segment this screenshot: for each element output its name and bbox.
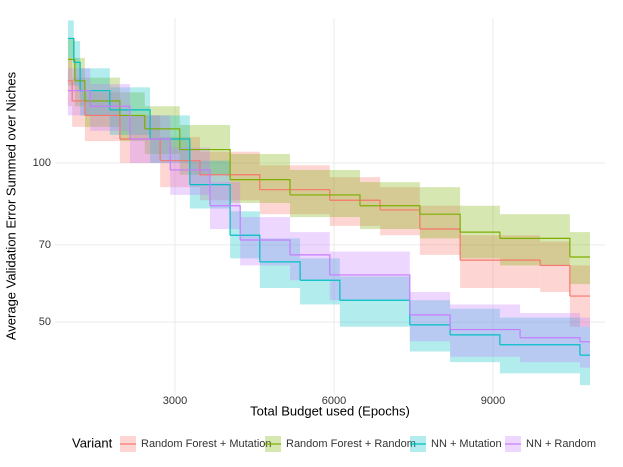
ribbons	[67, 20, 591, 386]
x-tick-label: 3000	[163, 395, 187, 407]
x-tick-label: 6000	[322, 395, 346, 407]
line-step	[540, 264, 571, 297]
line-step	[67, 80, 73, 101]
y-axis-title: Average Validation Error Summed over Nic…	[3, 71, 18, 340]
ribbon-step	[450, 304, 521, 357]
line-step	[199, 174, 261, 190]
line-step	[90, 105, 131, 139]
legend-label: NN + Mutation	[431, 438, 502, 450]
legend: Random Forest + Mutation Random Forest + …	[120, 436, 596, 452]
line-step	[84, 100, 121, 116]
ribbon-step	[579, 326, 591, 386]
line-step	[170, 169, 211, 206]
line-step	[109, 109, 151, 139]
line-step	[329, 199, 381, 210]
line-step	[329, 274, 411, 315]
line-step	[290, 194, 361, 206]
ribbon-step	[290, 169, 360, 218]
ribbon-step	[460, 235, 541, 289]
legend-label: Random Forest + Random	[286, 438, 416, 450]
line-step	[74, 80, 86, 101]
y-tick-label: 100	[33, 157, 51, 169]
line-step	[230, 179, 291, 195]
grid	[55, 18, 605, 395]
ribbon-step	[329, 177, 381, 226]
line-step	[450, 328, 521, 338]
line-step	[240, 239, 291, 255]
y-tick-label: 70	[39, 239, 51, 251]
line-step	[290, 254, 331, 275]
line-step	[144, 128, 181, 150]
lines	[67, 37, 590, 356]
x-axis-title: Total Budget used (Epochs)	[250, 403, 410, 418]
ribbon-step	[329, 251, 410, 301]
line-step	[259, 261, 301, 281]
line-step	[460, 231, 501, 239]
line-step	[73, 61, 81, 91]
line-step	[67, 58, 76, 81]
line-step	[67, 37, 75, 63]
ribbon-step	[119, 92, 145, 142]
line-step	[129, 138, 171, 170]
ribbon-step	[67, 57, 73, 107]
ribbon-step	[73, 41, 81, 86]
ribbon-step	[67, 68, 91, 116]
line-step	[300, 279, 341, 301]
ribbon-step	[240, 217, 291, 266]
ribbon-step	[72, 77, 85, 127]
line-step	[119, 114, 146, 129]
line-step	[499, 344, 581, 356]
y-tick-label: 50	[39, 316, 51, 328]
ribbon-step	[290, 232, 330, 281]
line-step	[450, 334, 501, 345]
ribbon-step	[380, 187, 420, 236]
line-step	[499, 237, 571, 257]
ribbon-step	[569, 232, 591, 285]
line-step	[419, 213, 461, 233]
ribbon-step	[67, 38, 75, 86]
line-step	[259, 189, 331, 201]
ribbon-step	[540, 241, 570, 293]
ribbon-step	[499, 214, 570, 266]
ribbon-step	[409, 292, 451, 342]
line-step	[67, 90, 91, 107]
ribbon-step	[499, 317, 580, 374]
line-step	[520, 337, 581, 342]
legend-title: Variant	[72, 435, 113, 450]
ribbon-step	[579, 317, 591, 368]
ribbon-step	[419, 187, 461, 239]
ribbon-step	[300, 258, 340, 305]
legend-label: Random Forest + Mutation	[141, 438, 272, 450]
line-step	[359, 205, 421, 215]
ribbon-step	[409, 300, 451, 352]
ribbon-step	[67, 20, 74, 58]
line-step	[460, 259, 541, 266]
legend-label: NN + Random	[526, 438, 596, 450]
ribbon-step	[259, 238, 301, 289]
line-step	[409, 314, 451, 330]
ribbon-step	[339, 276, 410, 327]
x-tick-label: 9000	[481, 395, 505, 407]
line-step	[189, 184, 231, 236]
line-step	[209, 205, 241, 240]
line-step	[179, 148, 231, 180]
